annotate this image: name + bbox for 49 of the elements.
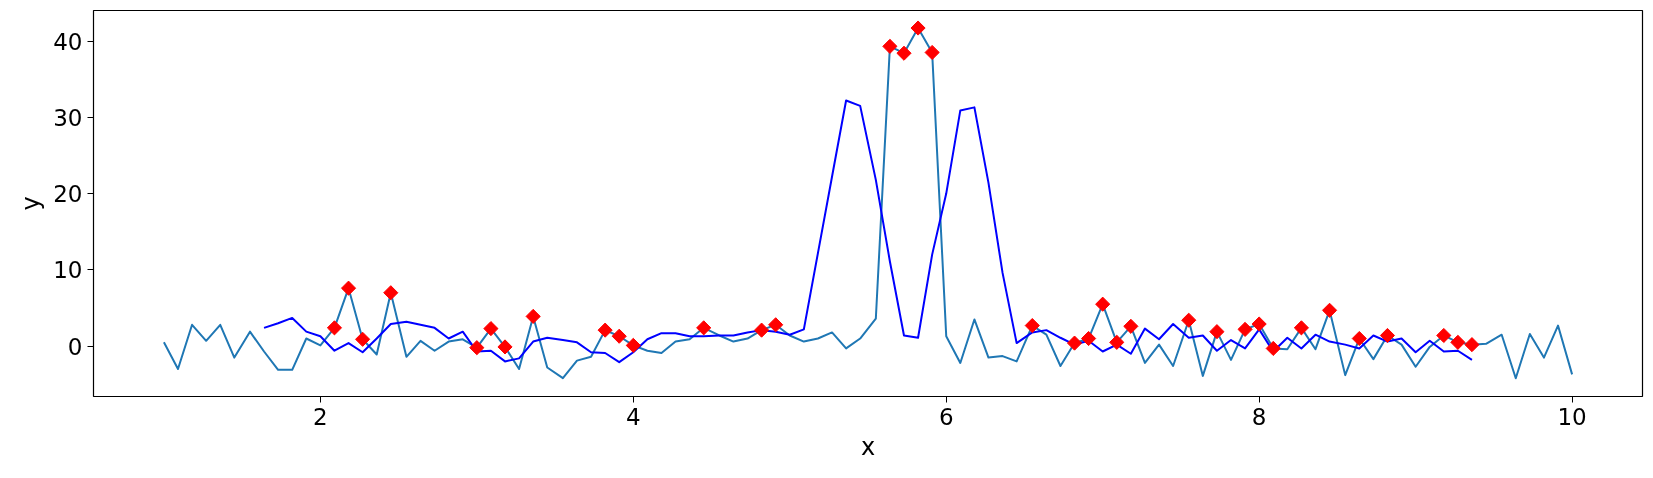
point: [1293, 320, 1309, 336]
point: [1066, 335, 1083, 351]
point: [340, 280, 357, 296]
point: [1464, 337, 1480, 353]
point: [469, 340, 485, 356]
point: [326, 320, 343, 336]
point: [625, 337, 641, 353]
x-tick-label: 10: [1557, 403, 1587, 430]
line-series: [263, 99, 1473, 364]
point: [1251, 316, 1267, 332]
y-tick-label: 0: [67, 333, 83, 360]
y-tick-label: 10: [53, 257, 83, 284]
point: [910, 20, 926, 36]
point: [597, 322, 613, 338]
y-axis-title: y: [17, 196, 46, 211]
point: [1123, 318, 1139, 334]
point: [1095, 296, 1111, 312]
y-tick-label: 20: [53, 181, 83, 208]
point: [768, 317, 784, 333]
point: [896, 45, 912, 61]
point: [1209, 324, 1225, 340]
point: [696, 320, 712, 336]
point: [483, 321, 499, 337]
x-axis-title: x: [860, 432, 876, 461]
point: [1322, 302, 1338, 318]
point: [754, 322, 770, 338]
x-tick-label: 2: [313, 403, 328, 430]
y-tick-label: 40: [53, 28, 83, 55]
y-tick-label: 30: [53, 104, 83, 131]
point: [383, 285, 399, 301]
point: [525, 308, 541, 324]
point: [1436, 327, 1452, 344]
point: [1265, 340, 1281, 357]
x-tick-label: 8: [1251, 403, 1267, 430]
x-tick-label: 6: [938, 403, 954, 430]
point: [497, 339, 513, 355]
point: [1379, 327, 1396, 344]
point: [1237, 321, 1253, 337]
point: [355, 331, 371, 347]
point: [1081, 330, 1097, 347]
point: [882, 38, 898, 54]
point: [1109, 334, 1125, 350]
point: [1024, 317, 1040, 334]
point: [611, 328, 627, 344]
point: [924, 44, 940, 61]
x-tick-label: 4: [625, 403, 641, 430]
point: [1450, 334, 1466, 350]
point: [1181, 312, 1197, 328]
point: [1351, 330, 1367, 347]
